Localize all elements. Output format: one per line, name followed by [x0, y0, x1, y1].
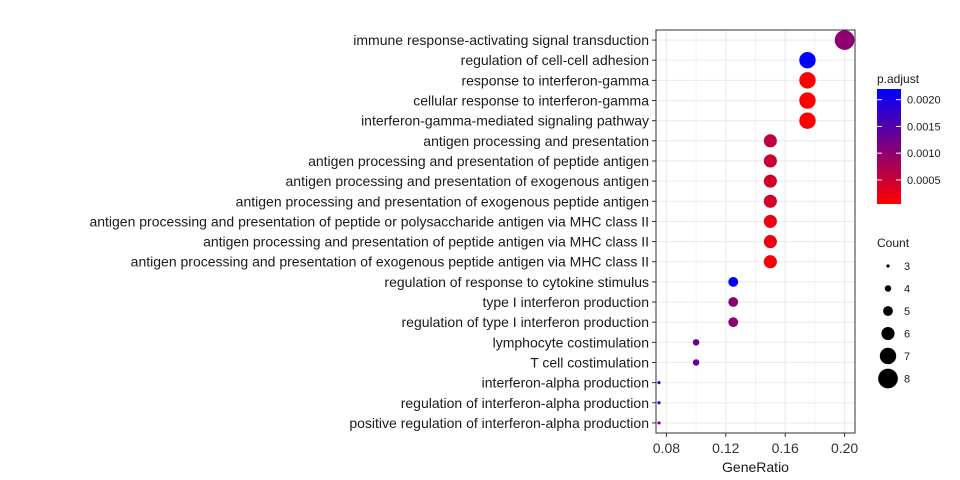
y-term-label: T cell costimulation [530, 354, 649, 370]
color-legend-title: p.adjust [877, 72, 920, 86]
y-term-label: cellular response to interferon-gamma [413, 93, 649, 109]
x-axis-title: GeneRatio [722, 459, 789, 475]
color-legend-label: 0.0010 [907, 148, 941, 160]
data-point [763, 174, 777, 188]
data-point [692, 339, 700, 346]
y-term-label: regulation of interferon-alpha productio… [401, 395, 649, 411]
data-point [657, 381, 661, 385]
data-point [799, 52, 816, 69]
data-point [763, 255, 777, 269]
data-point [763, 194, 777, 208]
y-term-label: interferon-gamma-mediated signaling path… [361, 113, 649, 129]
data-point [728, 317, 739, 328]
color-legend: p.adjust 0.0020 0.0015 0.0010 0.0005 [877, 72, 941, 204]
y-term-label: type I interferon production [482, 294, 649, 310]
data-point [657, 421, 661, 425]
size-legend-title: Count [877, 236, 910, 250]
y-term-label: antigen processing and presentation of p… [308, 153, 649, 169]
size-legend-label: 6 [904, 329, 910, 341]
data-point [692, 359, 700, 366]
x-tick-label: 0.20 [831, 440, 858, 456]
y-term-label: regulation of cell-cell adhesion [461, 52, 649, 68]
y-term-label: response to interferon-gamma [461, 72, 649, 88]
y-axis-term-labels: immune response-activating signal transd… [89, 32, 656, 431]
y-term-label: regulation of type I interferon producti… [402, 314, 650, 330]
y-term-label: interferon-alpha production [482, 375, 649, 391]
data-point [799, 72, 816, 89]
x-tick-label: 0.12 [712, 440, 739, 456]
x-tick-label: 0.16 [772, 440, 799, 456]
data-point [763, 154, 777, 168]
x-tick-label: 0.08 [653, 440, 680, 456]
size-legend-dot [879, 347, 897, 365]
data-points [657, 30, 855, 425]
plot-panel [655, 29, 856, 434]
size-legend-dot [883, 306, 893, 316]
y-term-label: regulation of response to cytokine stimu… [384, 274, 649, 290]
color-legend-label: 0.0005 [907, 175, 941, 187]
size-legend-label: 8 [904, 374, 910, 386]
color-legend-label: 0.0020 [907, 95, 941, 107]
size-legend-dot [884, 285, 892, 292]
y-term-label: positive regulation of interferon-alpha … [349, 415, 649, 431]
y-term-label: antigen processing and presentation of p… [203, 234, 649, 250]
size-legend-label: 7 [904, 351, 910, 363]
data-point [657, 401, 661, 405]
size-legend-label: 5 [904, 306, 910, 318]
data-point [763, 235, 777, 249]
y-term-label: antigen processing and presentation [423, 133, 649, 149]
y-term-label: antigen processing and presentation of p… [89, 213, 649, 229]
color-legend-label: 0.0015 [907, 121, 941, 133]
size-legend-label: 4 [904, 284, 910, 296]
size-legend-dot [878, 368, 898, 389]
data-point [799, 112, 816, 129]
size-legend-items: 3 4 5 6 7 8 [878, 261, 910, 389]
y-term-label: antigen processing and presentation of e… [131, 254, 649, 270]
size-legend-dot [886, 264, 890, 268]
size-legend: Count 3 4 5 6 7 8 [877, 236, 910, 389]
y-term-label: immune response-activating signal transd… [353, 32, 649, 48]
size-legend-dot [881, 326, 895, 341]
panel-border [655, 29, 856, 434]
data-point [763, 134, 777, 148]
y-term-label: antigen processing and presentation of e… [286, 173, 650, 189]
data-point [799, 92, 816, 109]
data-point [728, 276, 739, 287]
x-axis-ticks: 0.08 0.12 0.16 0.20 [653, 433, 858, 456]
data-point [763, 214, 777, 228]
data-point [728, 297, 739, 307]
y-term-label: antigen processing and presentation of e… [236, 193, 649, 209]
y-term-label: lymphocyte costimulation [493, 334, 649, 350]
color-legend-bar [877, 89, 901, 204]
color-legend-ticks: 0.0020 0.0015 0.0010 0.0005 [877, 95, 941, 187]
size-legend-label: 3 [904, 261, 910, 273]
data-point [834, 30, 855, 50]
